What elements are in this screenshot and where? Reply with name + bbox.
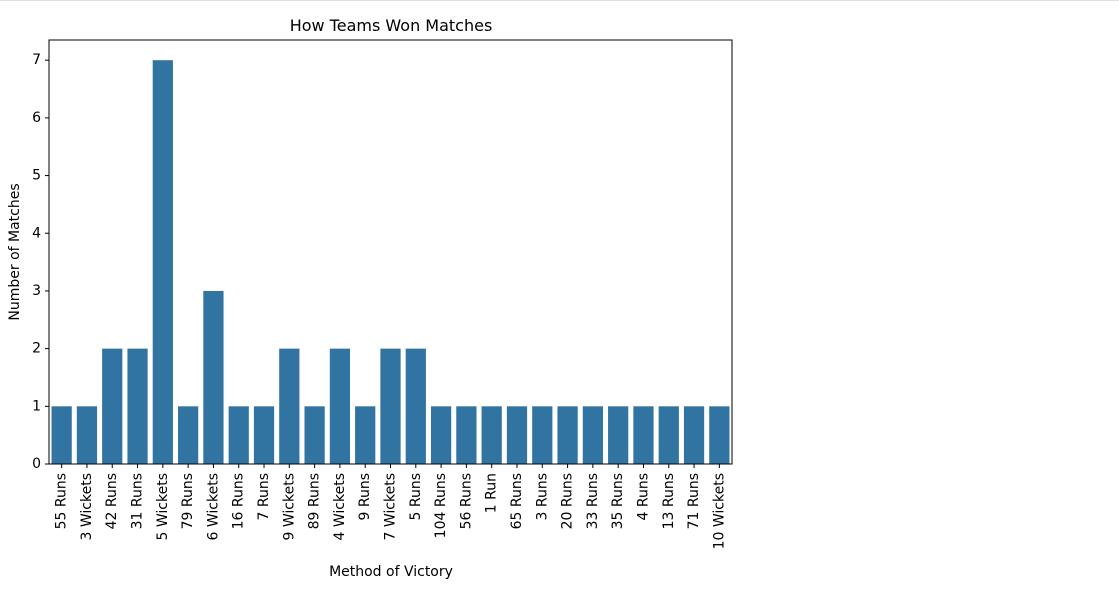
x-tick-label: 7 Runs: [256, 473, 272, 521]
bar-2: [102, 348, 123, 464]
bar-7: [228, 406, 249, 464]
x-tick-label: 35 Runs: [610, 473, 626, 529]
x-tick-label: 10 Wickets: [711, 473, 727, 549]
y-tick-label: 5: [32, 168, 41, 184]
bar-14: [405, 348, 426, 464]
x-tick-label: 33 Runs: [585, 473, 601, 529]
bar-23: [633, 406, 654, 464]
bar-20: [557, 406, 578, 464]
y-tick-label: 7: [32, 52, 41, 68]
x-tick-label: 20 Runs: [560, 473, 576, 529]
bar-9: [279, 348, 300, 464]
x-axis-label: Method of Victory: [329, 564, 453, 580]
bar-17: [481, 406, 502, 464]
x-tick-label: 5 Runs: [408, 473, 424, 521]
y-axis: 0 1 2 3 4 5 6 7: [32, 52, 49, 472]
x-tick-label: 31 Runs: [130, 473, 146, 529]
x-tick-label: 7 Wickets: [383, 473, 399, 540]
y-tick-label: 3: [32, 283, 41, 299]
bar-11: [329, 348, 351, 464]
bar-15: [430, 406, 452, 464]
bar-13: [380, 348, 401, 464]
bar-1: [76, 406, 98, 464]
plot-frame: [48, 39, 733, 465]
x-tick-label: 65 Runs: [509, 473, 525, 529]
bar-3: [127, 348, 148, 464]
bar-5: [178, 406, 199, 464]
y-axis-label: Number of Matches: [7, 183, 23, 320]
bar-22: [608, 406, 629, 464]
x-tick-label: 42 Runs: [104, 473, 120, 529]
x-tick-label: 71 Runs: [686, 473, 702, 529]
notebook-top-border: [0, 0, 1119, 1]
x-tick-label: 4 Runs: [635, 473, 651, 521]
x-tick-label: 79 Runs: [180, 473, 196, 529]
y-tick-label: 4: [32, 225, 41, 241]
x-tick-label: 104 Runs: [433, 473, 449, 538]
chart-title: How Teams Won Matches: [290, 16, 493, 35]
x-tick-label: 16 Runs: [231, 473, 247, 529]
x-axis: 55 Runs 3 Wickets 42 Runs 31 Runs 5 Wickets 7…: [54, 464, 727, 549]
bars-group: [51, 60, 730, 464]
bar-6: [203, 290, 224, 464]
x-tick-label: 3 Runs: [534, 473, 550, 521]
x-tick-label: 56 Runs: [458, 473, 474, 529]
x-tick-label: 5 Wickets: [155, 473, 171, 540]
bar-25: [683, 406, 705, 464]
bar-19: [532, 406, 553, 464]
x-tick-label: 9 Runs: [357, 473, 373, 521]
bar-10: [304, 406, 325, 464]
bar-21: [582, 406, 603, 464]
x-tick-label: 4 Wickets: [332, 473, 348, 540]
bar-18: [506, 406, 528, 464]
bar-0: [51, 406, 72, 464]
y-tick-label: 0: [32, 456, 41, 472]
x-tick-label: 55 Runs: [54, 473, 70, 529]
y-tick-label: 2: [32, 341, 41, 357]
bar-26: [709, 406, 730, 464]
bar-4: [152, 60, 173, 464]
y-tick-label: 1: [32, 398, 41, 414]
x-tick-label: 89 Runs: [307, 473, 323, 529]
x-tick-label: 1 Run: [484, 473, 500, 513]
bar-12: [355, 406, 376, 464]
bar-16: [456, 406, 477, 464]
bar-24: [658, 406, 679, 464]
x-tick-label: 13 Runs: [661, 473, 677, 529]
x-tick-label: 3 Wickets: [79, 473, 95, 540]
x-tick-label: 9 Wickets: [281, 473, 297, 540]
bar-8: [253, 406, 275, 464]
x-tick-label: 6 Wickets: [205, 473, 221, 540]
y-tick-label: 6: [32, 110, 41, 126]
